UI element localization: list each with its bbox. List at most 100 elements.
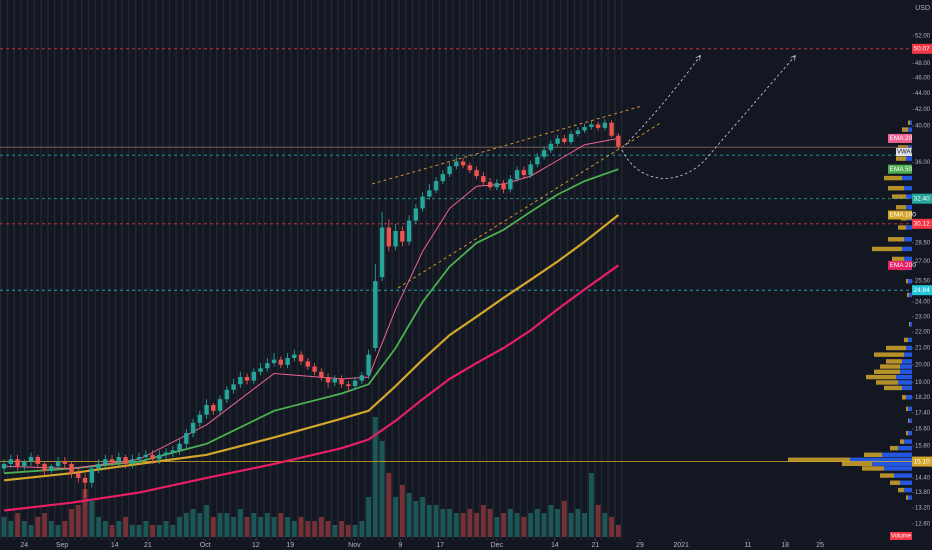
candle-body [319,371,324,378]
volume-bar [224,513,230,537]
candle-body [130,459,135,464]
candle-body [602,122,608,128]
candle-body [184,433,189,444]
volume-bar [359,521,365,537]
profile-down [892,256,904,262]
volume-bar [501,513,506,537]
profile-down [866,374,896,380]
y-tick-label: 24.00 [915,300,931,306]
candle-body [454,161,459,167]
volume-bar [413,501,419,537]
volume-bar [582,513,587,537]
y-tick-label: 14.40 [915,475,931,481]
ema-label: EMA 20 [890,135,913,142]
candle-body [89,468,95,483]
volume-bar [204,505,209,537]
volume-bar [393,497,398,537]
profile-up [904,186,912,191]
ema-label: EMA 100 [890,212,917,219]
profile-down [886,345,906,351]
candle-body [373,281,378,349]
price-label-box [912,285,932,296]
candle-body [366,354,371,376]
price-label: 24.84 [914,287,931,294]
profile-up [908,495,912,500]
candle-body [528,164,533,176]
profile-down [892,194,906,199]
candle-body [82,477,88,483]
profile-down [876,380,898,385]
volume-label: Volume [891,534,912,540]
x-tick-label: 11 [744,542,751,549]
profile-up [894,473,912,478]
profile-down [842,461,872,467]
x-tick-label: 12 [252,542,260,549]
candle-body [427,190,432,197]
profile-up [902,246,912,252]
volume-bar [339,521,344,537]
volume-bar [42,513,47,537]
volume-bar [298,517,304,537]
volume-bar [507,509,513,537]
profile-down [900,439,904,444]
profile-down [888,186,904,191]
profile-down [906,406,908,412]
candle-body [204,404,209,415]
profile-up [902,175,912,181]
price-label: 50.07 [914,46,931,53]
profile-down [880,473,894,478]
candle-body [244,377,250,381]
volume-bar [8,521,14,537]
volume-bar [379,441,385,537]
profile-up [908,278,912,284]
candle-body [231,384,236,390]
candle-body [541,150,547,157]
candle-body [123,457,128,464]
volume-bar [345,525,351,537]
channel-lower [397,121,663,289]
candle-body [305,361,311,367]
profile-down [909,322,910,327]
candle-body [555,138,560,144]
volume-bar [28,525,34,537]
volume-bar [615,525,621,537]
profile-down [888,237,904,242]
profile-down [906,278,908,284]
candle-body [265,363,270,369]
volume-bar [602,513,608,537]
candle-body [109,459,115,462]
candle-body [589,124,594,128]
x-tick-label: 18 [781,542,789,549]
volume-bar [399,485,405,537]
volume-bar [129,525,135,537]
candle-body [76,473,81,478]
candle-body [548,143,554,151]
candle-body [433,181,439,191]
candle-body [69,463,74,474]
x-tick-label: 24 [20,542,28,549]
ema-label-box [888,164,912,174]
volume-bar [231,517,236,537]
x-tick-label: 14 [551,542,559,549]
candle-body [575,130,581,134]
candle-body [49,466,54,471]
y-tick-label: 40.00 [915,124,931,130]
candle-body [8,459,14,464]
candle-body [150,454,155,460]
volume-bar [440,509,446,537]
volume-bar [15,513,20,537]
axis-layer: 50.07 32.40 30.12 24.84 15.10 EMA 200 EMA 100 E… [20,33,932,549]
projection-arrow [624,56,700,146]
volume-bar [237,509,243,537]
candle-body [413,208,419,221]
candle-body [96,463,101,469]
profile-up [906,395,912,400]
profile-down [902,127,908,132]
candle-body [460,161,466,166]
y-tick-label: 13.80 [915,490,931,496]
candle-body [359,375,365,381]
candle-body [568,133,574,143]
candle-body [562,138,567,143]
volume-bar [123,517,128,537]
profile-up [906,345,912,351]
